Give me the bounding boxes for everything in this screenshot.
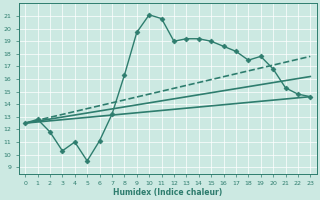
X-axis label: Humidex (Indice chaleur): Humidex (Indice chaleur) bbox=[113, 188, 222, 197]
